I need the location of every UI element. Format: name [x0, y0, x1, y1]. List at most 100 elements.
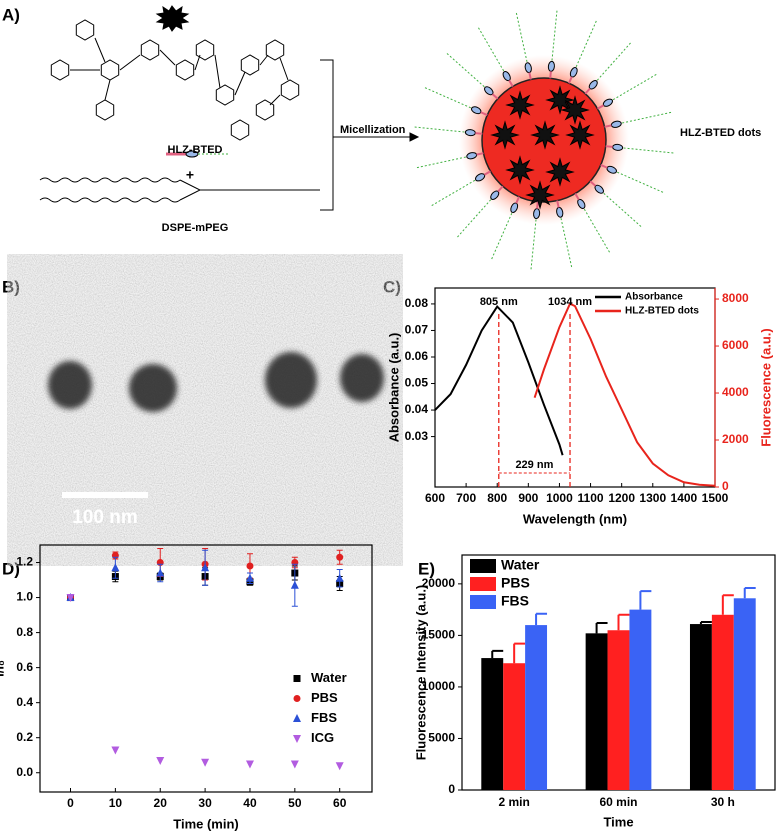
marker	[201, 758, 210, 767]
ring	[240, 54, 260, 76]
scheme	[39, 5, 674, 270]
y-axis-title: Fluorescence Intensity (a.u.)	[413, 585, 428, 761]
marker	[293, 735, 301, 743]
ring	[255, 99, 275, 121]
peg-chain	[515, 12, 528, 62]
lipid-head	[594, 184, 604, 194]
y-tick-label: 4000	[722, 385, 749, 399]
peg-chain	[560, 218, 573, 268]
y-tick-label: 0.03	[405, 429, 429, 443]
chromophore	[545, 157, 575, 187]
marker	[245, 573, 254, 582]
peg-chain	[612, 74, 657, 101]
x-tick-label: 60	[333, 796, 347, 810]
y-tick-label: 8000	[722, 291, 749, 305]
x-tick-label: 600	[425, 491, 445, 505]
marker	[293, 675, 301, 682]
panel-label: D)	[2, 559, 20, 578]
peg-chain	[575, 20, 597, 67]
legend-label: Absorbance	[625, 292, 683, 303]
x-tick-label: 30	[198, 796, 212, 810]
ring	[50, 59, 70, 81]
peak-label: 1034 nm	[548, 296, 592, 308]
plot-frame	[39, 544, 373, 793]
error-bar	[595, 622, 608, 634]
arrow-label: Micellization	[340, 124, 406, 136]
x-tick-label: 1000	[546, 491, 573, 505]
x-axis-title: Time	[603, 814, 633, 829]
y-tick-label: 1.2	[16, 555, 33, 569]
lipid-head	[466, 152, 478, 160]
lipid-head	[547, 60, 555, 72]
chromophore	[490, 120, 520, 150]
lipid-tail	[480, 111, 488, 116]
ring	[175, 59, 195, 81]
ring	[100, 59, 120, 81]
lipid-tail	[475, 132, 483, 135]
peak-label: 805 nm	[480, 296, 518, 308]
lipid-tail	[604, 124, 612, 128]
chromophore	[525, 180, 555, 210]
marker	[111, 563, 120, 572]
lipid-tail	[483, 170, 491, 176]
y-tick-label: 0.4	[16, 695, 33, 709]
peg-chain	[414, 126, 465, 133]
scale-bar	[62, 492, 148, 498]
molecule-label: HLZ-BTED	[168, 144, 223, 156]
marker	[293, 714, 301, 722]
y2-axis-title: Fluorescence (a.u.)	[758, 328, 773, 446]
bar	[689, 624, 712, 790]
marker	[156, 568, 165, 577]
x-tick-label: 40	[243, 796, 257, 810]
lipid-head	[533, 208, 541, 220]
bonds	[70, 37, 289, 106]
peg-chain	[623, 147, 674, 154]
legend-label: PBS	[501, 575, 530, 591]
bar	[711, 614, 734, 790]
lipid-tail	[556, 200, 560, 208]
error-bar	[513, 642, 526, 664]
chromophore	[565, 120, 595, 150]
legend-label: FBS	[311, 710, 337, 725]
ring	[230, 119, 250, 141]
chromophore	[505, 155, 535, 185]
marker	[335, 762, 344, 771]
marker	[66, 594, 75, 603]
chromophore	[505, 90, 535, 120]
lipid-tail	[589, 180, 597, 187]
error-bar	[721, 594, 734, 615]
peg-chain	[622, 111, 672, 124]
x-tick-label: 1500	[702, 491, 729, 505]
legend-label: ICG	[311, 730, 334, 745]
panel-label: B)	[2, 277, 20, 296]
scale-bar-label: 100 nm	[72, 507, 137, 528]
x-tick-label: 10	[109, 796, 123, 810]
legend-label: Water	[311, 670, 347, 685]
chromophore	[545, 85, 575, 115]
marker	[290, 580, 299, 589]
x-tick-label: 1100	[578, 491, 604, 505]
y-tick-label: 0.6	[16, 660, 33, 674]
ring	[95, 99, 115, 121]
product-label: HLZ-BTED dots	[680, 127, 761, 139]
x-tick-label: 1400	[671, 491, 698, 505]
legend-swatch	[470, 559, 496, 573]
peg-chain	[596, 42, 631, 81]
lipid-tail	[508, 79, 514, 87]
tem-background	[40, 280, 370, 540]
bar	[607, 630, 630, 790]
chart: 0 5000 10000 15000 20000 Time Fluorescence Int…	[413, 554, 776, 829]
error-bar	[699, 620, 712, 625]
bracket	[320, 59, 334, 211]
ring	[195, 39, 215, 61]
legend-swatch	[470, 595, 496, 609]
nanoparticle	[340, 354, 384, 402]
y-tick-label: 0	[722, 479, 729, 493]
nanoparticle	[129, 364, 177, 412]
peg-chain	[416, 156, 466, 169]
marker	[246, 562, 254, 570]
chromophore	[530, 120, 560, 150]
lipid-tail	[549, 71, 552, 79]
lipid-chain	[39, 197, 181, 203]
